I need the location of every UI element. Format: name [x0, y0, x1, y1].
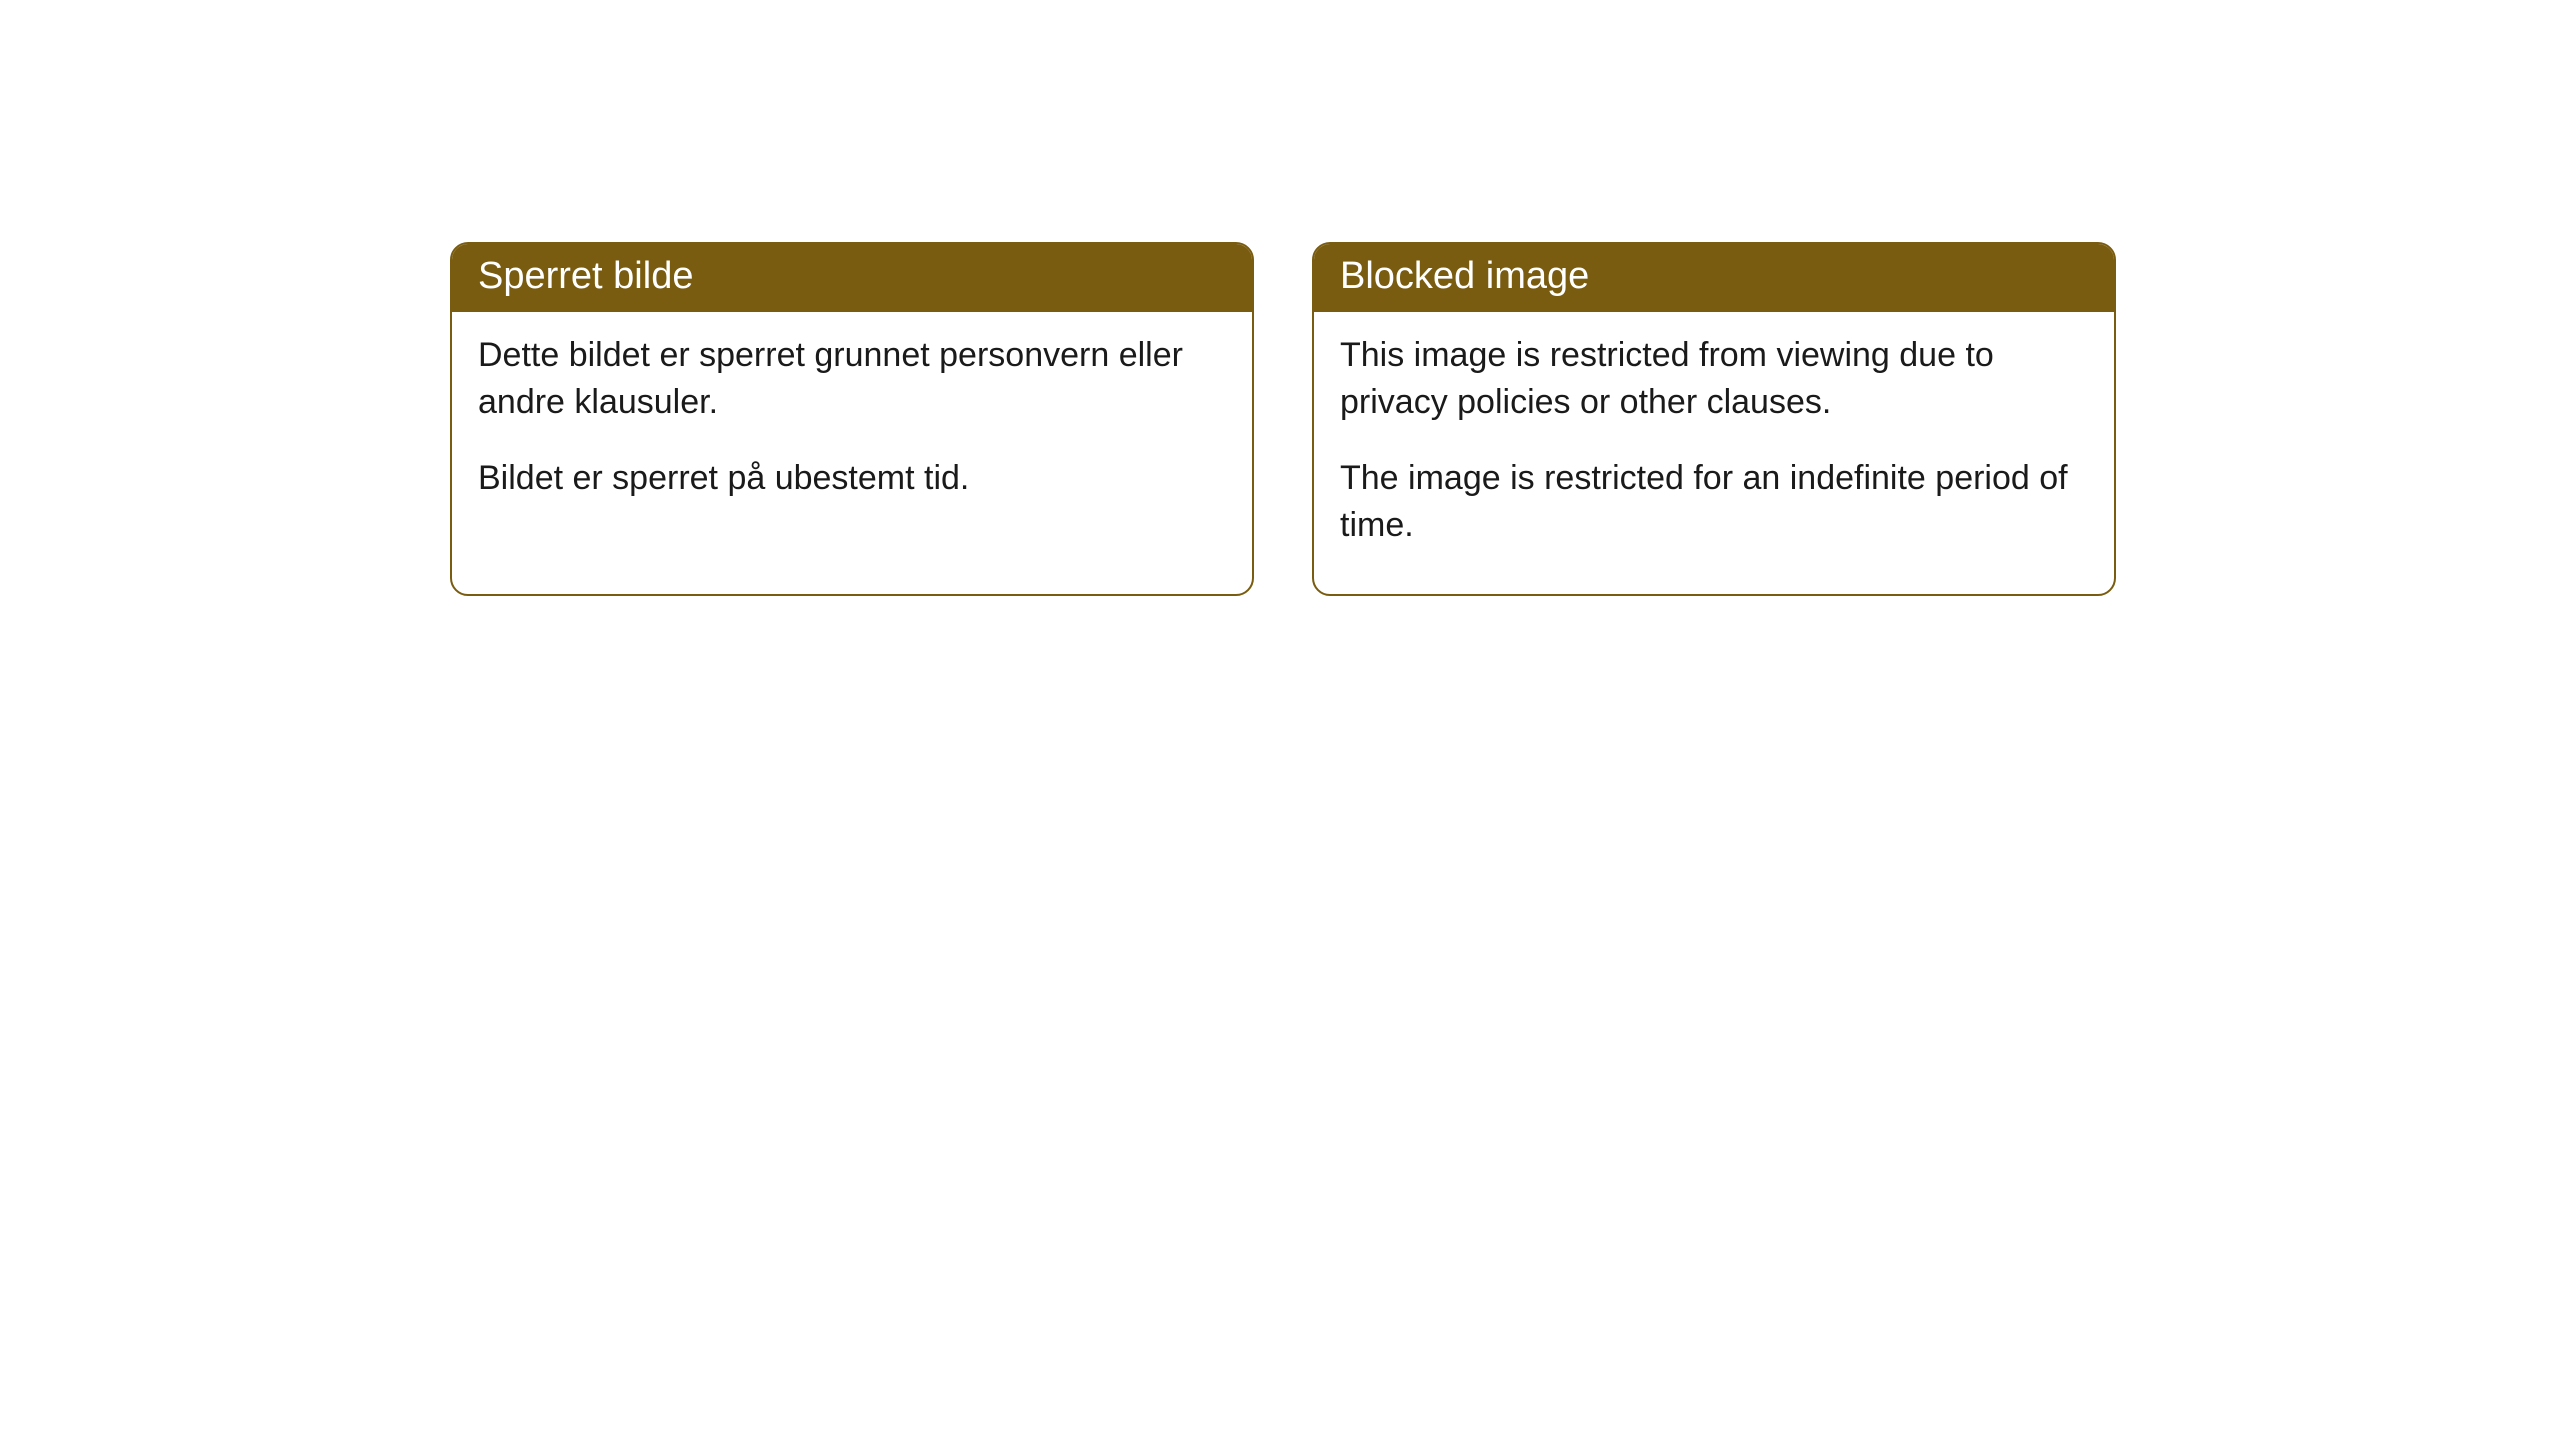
card-title: Sperret bilde [452, 244, 1252, 312]
card-paragraph: This image is restricted from viewing du… [1340, 332, 2088, 427]
notice-card-norwegian: Sperret bilde Dette bildet er sperret gr… [450, 242, 1254, 596]
card-paragraph: Bildet er sperret på ubestemt tid. [478, 455, 1226, 503]
card-paragraph: Dette bildet er sperret grunnet personve… [478, 332, 1226, 427]
card-title: Blocked image [1314, 244, 2114, 312]
card-body: Dette bildet er sperret grunnet personve… [452, 312, 1252, 547]
notice-cards-container: Sperret bilde Dette bildet er sperret gr… [450, 242, 2116, 596]
card-paragraph: The image is restricted for an indefinit… [1340, 455, 2088, 550]
card-body: This image is restricted from viewing du… [1314, 312, 2114, 594]
notice-card-english: Blocked image This image is restricted f… [1312, 242, 2116, 596]
